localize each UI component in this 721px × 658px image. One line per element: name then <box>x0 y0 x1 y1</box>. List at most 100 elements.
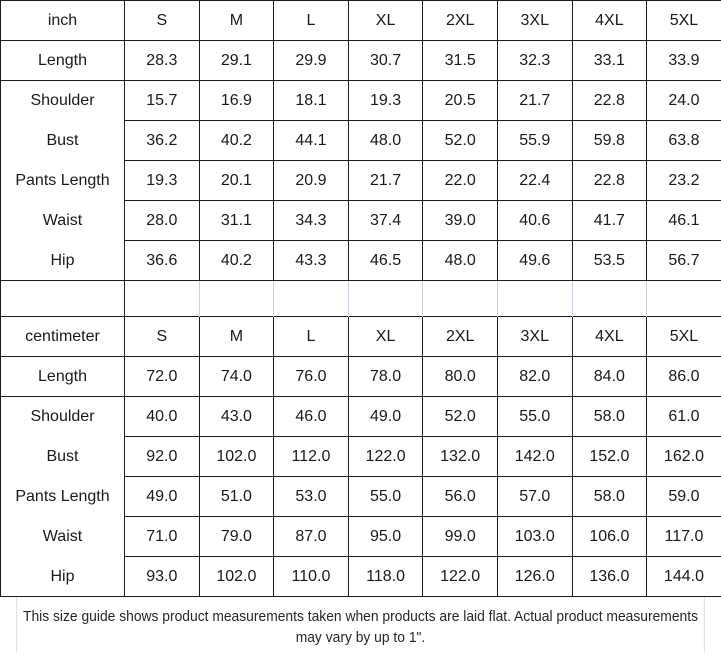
measurement-cell: 78.0 <box>347 356 423 397</box>
measurement-cell: 80.0 <box>422 356 498 397</box>
measurement-cell: 22.8 <box>571 160 647 201</box>
spacer-cell <box>0 280 125 317</box>
measurement-cell: 117.0 <box>646 516 721 557</box>
measurement-cell: 76.0 <box>273 356 349 397</box>
measurement-cell: 40.0 <box>124 396 200 437</box>
measurement-cell: 56.0 <box>422 476 498 517</box>
measurement-cell: 44.1 <box>273 120 349 161</box>
measurement-cell: 40.2 <box>198 120 274 161</box>
measurement-cell: 19.3 <box>124 160 200 201</box>
measurement-cell: 59.8 <box>571 120 647 161</box>
measurement-cell: 30.7 <box>347 40 423 81</box>
measurement-cell: 46.0 <box>273 396 349 437</box>
measurement-cell: 34.3 <box>273 200 349 241</box>
measurement-cell: 74.0 <box>198 356 274 397</box>
table-row: Pants Length 19.3 20.1 20.9 21.7 22.0 22.4 22.8… <box>0 160 721 201</box>
measurement-cell: 29.9 <box>273 40 349 81</box>
size-header-xl: XL <box>347 0 423 41</box>
row-label-length: Length <box>0 356 125 397</box>
measurement-cell: 49.0 <box>347 396 423 437</box>
table-row: Pants Length 49.0 51.0 53.0 55.0 56.0 57.0 58.0… <box>0 476 721 517</box>
measurement-cell: 112.0 <box>273 436 349 477</box>
measurement-cell: 36.6 <box>124 240 200 281</box>
measurement-cell: 48.0 <box>347 120 423 161</box>
measurement-cell: 20.5 <box>422 80 498 121</box>
measurement-cell: 43.0 <box>198 396 274 437</box>
measurement-cell: 33.1 <box>571 40 647 81</box>
measurement-cell: 19.3 <box>347 80 423 121</box>
measurement-cell: 39.0 <box>422 200 498 241</box>
measurement-cell: 28.0 <box>124 200 200 241</box>
size-header-5xl: 5XL <box>646 0 721 41</box>
row-label-shoulder: Shoulder <box>0 396 125 437</box>
table-row: Bust 36.2 40.2 44.1 48.0 52.0 55.9 59.8 63.8 <box>0 120 721 161</box>
table-row: Shoulder 15.7 16.9 18.1 19.3 20.5 21.7 22.8 24.0 <box>0 80 721 121</box>
measurement-cell: 16.9 <box>198 80 274 121</box>
size-header-row: centimeter S M L XL 2XL 3XL 4XL 5XL <box>0 316 721 357</box>
size-chart-body: inch S M L XL 2XL 3XL 4XL 5XL Length 28.3 29.1 29.9 3… <box>0 0 721 597</box>
measurement-cell: 46.5 <box>347 240 423 281</box>
measurement-cell: 71.0 <box>124 516 200 557</box>
row-label-hip: Hip <box>0 556 125 597</box>
measurement-cell: 72.0 <box>124 356 200 397</box>
spacer-cell <box>273 280 349 317</box>
measurement-cell: 84.0 <box>571 356 647 397</box>
size-header-row: inch S M L XL 2XL 3XL 4XL 5XL <box>0 0 721 41</box>
measurement-cell: 53.0 <box>273 476 349 517</box>
measurement-cell: 20.9 <box>273 160 349 201</box>
spacer-cell <box>198 280 274 317</box>
measurement-cell: 56.7 <box>646 240 721 281</box>
measurement-cell: 142.0 <box>496 436 573 477</box>
measurement-cell: 22.8 <box>571 80 647 121</box>
measurement-cell: 122.0 <box>347 436 423 477</box>
measurement-cell: 53.5 <box>571 240 647 281</box>
size-header-4xl: 4XL <box>571 0 647 41</box>
measurement-cell: 95.0 <box>347 516 423 557</box>
measurement-cell: 18.1 <box>273 80 349 121</box>
table-row: Length 72.0 74.0 76.0 78.0 80.0 82.0 84.0 86.0 <box>0 356 721 397</box>
measurement-cell: 40.6 <box>496 200 573 241</box>
measurement-cell: 49.0 <box>124 476 200 517</box>
measurement-cell: 37.4 <box>347 200 423 241</box>
table-row: Hip 93.0 102.0 110.0 118.0 122.0 126.0 136.0 144… <box>0 556 721 597</box>
measurement-cell: 32.3 <box>496 40 573 81</box>
measurement-cell: 55.0 <box>347 476 423 517</box>
spacer-cell <box>646 280 721 317</box>
spacer-cell <box>124 280 200 317</box>
measurement-cell: 63.8 <box>646 120 721 161</box>
measurement-cell: 48.0 <box>422 240 498 281</box>
measurement-cell: 36.2 <box>124 120 200 161</box>
size-header-xl: XL <box>347 316 423 357</box>
measurement-cell: 22.0 <box>422 160 498 201</box>
measurement-cell: 46.1 <box>646 200 721 241</box>
measurement-cell: 52.0 <box>422 396 498 437</box>
size-header-s: S <box>124 316 200 357</box>
measurement-cell: 22.4 <box>496 160 573 201</box>
size-header-5xl: 5XL <box>646 316 721 357</box>
measurement-cell: 136.0 <box>571 556 647 597</box>
measurement-cell: 106.0 <box>571 516 647 557</box>
measurement-cell: 58.0 <box>571 476 647 517</box>
measurement-cell: 41.7 <box>571 200 647 241</box>
size-header-2xl: 2XL <box>422 0 498 41</box>
size-header-2xl: 2XL <box>422 316 498 357</box>
size-header-4xl: 4XL <box>571 316 647 357</box>
unit-label-centimeter: centimeter <box>0 316 125 357</box>
row-label-pants-length: Pants Length <box>0 160 125 201</box>
measurement-cell: 23.2 <box>646 160 721 201</box>
size-header-3xl: 3XL <box>496 316 573 357</box>
measurement-cell: 102.0 <box>198 436 274 477</box>
size-header-l: L <box>273 316 349 357</box>
row-label-shoulder: Shoulder <box>0 80 125 121</box>
size-header-s: S <box>124 0 200 41</box>
measurement-cell: 57.0 <box>496 476 573 517</box>
measurement-cell: 122.0 <box>422 556 498 597</box>
measurement-cell: 31.1 <box>198 200 274 241</box>
measurement-cell: 99.0 <box>422 516 498 557</box>
table-row: Waist 71.0 79.0 87.0 95.0 99.0 103.0 106.0 117.0 <box>0 516 721 557</box>
measurement-cell: 61.0 <box>646 396 721 437</box>
measurement-cell: 31.5 <box>422 40 498 81</box>
measurement-cell: 49.6 <box>496 240 573 281</box>
measurement-cell: 86.0 <box>646 356 721 397</box>
measurement-cell: 79.0 <box>198 516 274 557</box>
